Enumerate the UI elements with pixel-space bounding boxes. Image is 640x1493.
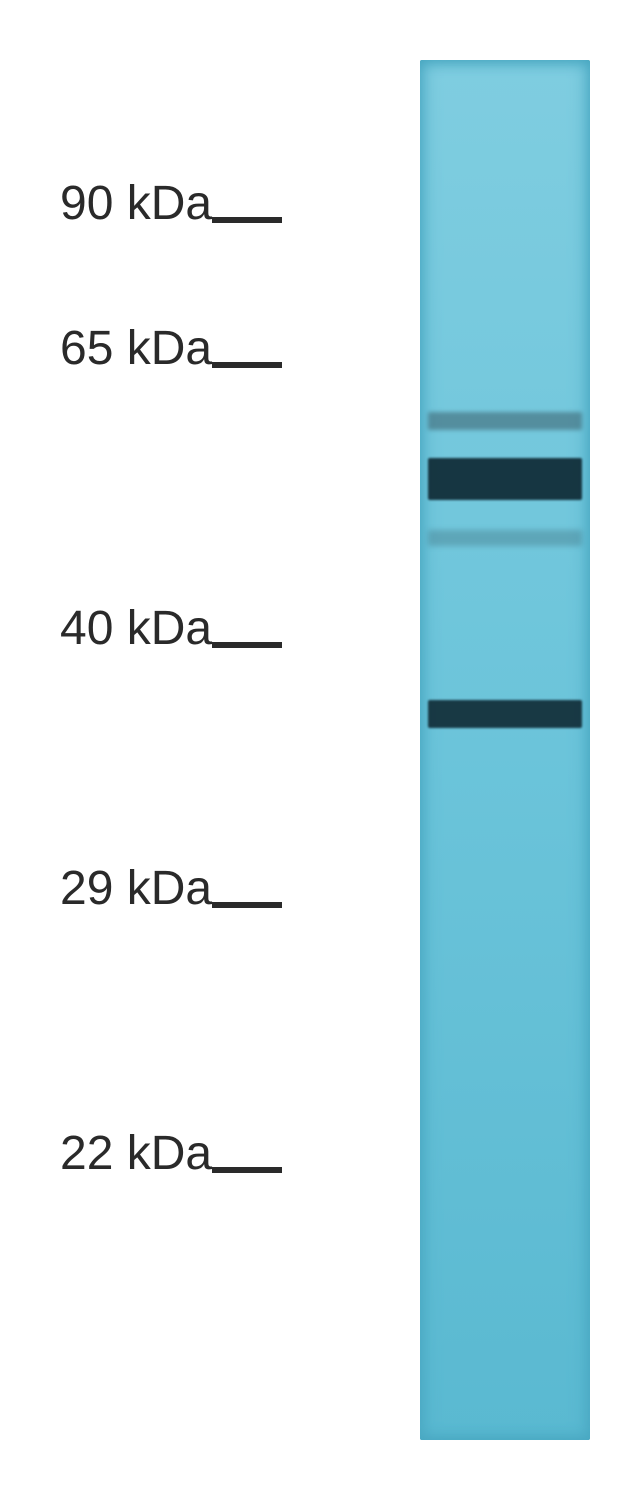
marker-tick: [212, 642, 282, 648]
marker-label: 29 kDa: [60, 861, 212, 916]
marker-label: 22 kDa: [60, 1126, 212, 1181]
marker-40kda: 40 kDa: [60, 601, 282, 656]
marker-label: 90 kDa: [60, 176, 212, 231]
marker-65kda: 65 kDa: [60, 321, 282, 376]
western-blot-figure: 90 kDa 65 kDa 40 kDa 29 kDa 22 kDa: [0, 0, 640, 1493]
marker-label: 65 kDa: [60, 321, 212, 376]
marker-tick: [212, 217, 282, 223]
band-3: [428, 530, 582, 546]
marker-label: 40 kDa: [60, 601, 212, 656]
marker-tick: [212, 1167, 282, 1173]
marker-90kda: 90 kDa: [60, 176, 282, 231]
marker-22kda: 22 kDa: [60, 1126, 282, 1181]
marker-tick: [212, 902, 282, 908]
gel-lane: [420, 60, 590, 1440]
marker-tick: [212, 362, 282, 368]
lane-background: [420, 60, 590, 1440]
band-4: [428, 700, 582, 728]
marker-29kda: 29 kDa: [60, 861, 282, 916]
band-2: [428, 458, 582, 500]
band-1: [428, 412, 582, 430]
